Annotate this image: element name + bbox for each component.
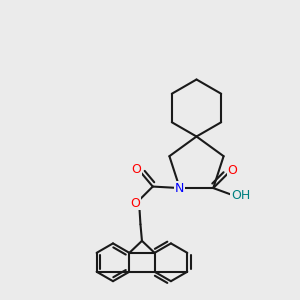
Text: OH: OH bbox=[231, 189, 250, 202]
Text: N: N bbox=[175, 182, 184, 195]
Text: O: O bbox=[130, 197, 140, 210]
Text: O: O bbox=[132, 163, 142, 176]
Text: O: O bbox=[228, 164, 238, 177]
